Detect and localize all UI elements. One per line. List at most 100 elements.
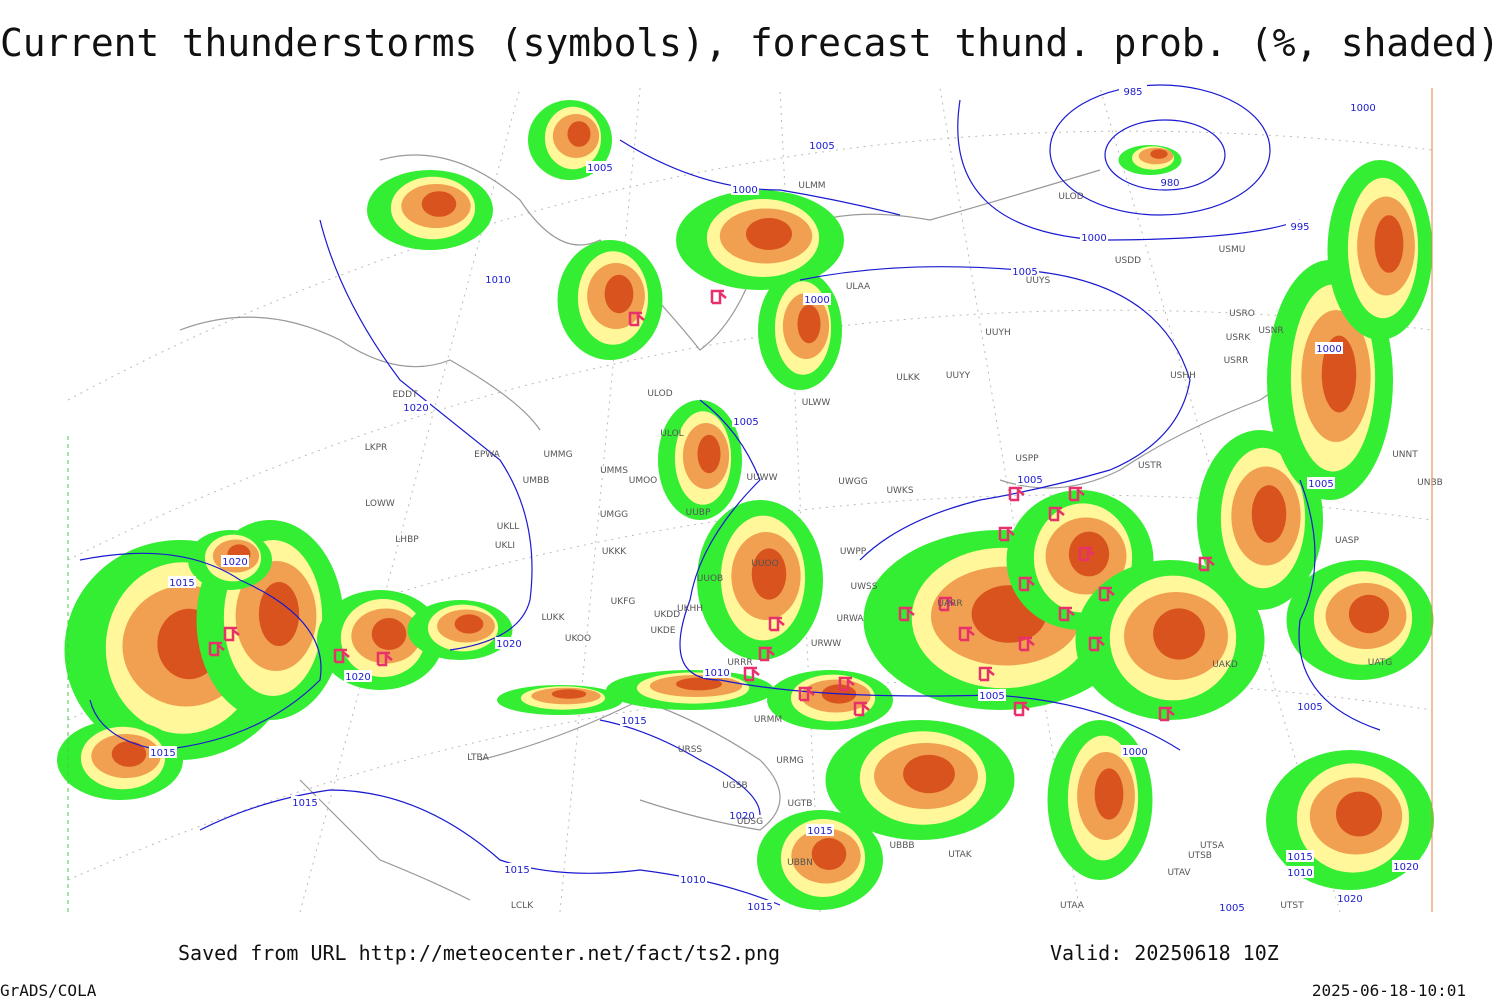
shade-level <box>903 754 955 794</box>
isobar-label-bg <box>978 689 1006 701</box>
station-label: URRR <box>727 658 752 668</box>
shade-level <box>1150 149 1168 159</box>
station-label: LOWW <box>365 499 395 509</box>
isobar <box>1049 84 1271 216</box>
isobar-label: 1005 <box>809 141 834 152</box>
isobar-label-bg <box>728 809 756 821</box>
station-label: ULAA <box>846 282 871 292</box>
thunderstorm-symbols <box>208 289 1215 722</box>
storm-symbol <box>208 641 225 657</box>
station-label: UKHH <box>677 604 703 614</box>
storm-symbol <box>1198 556 1215 572</box>
isobar-label: 1020 <box>496 639 521 650</box>
shade-level <box>1374 215 1404 273</box>
isobar-label-bg <box>620 714 648 726</box>
station-label: UKKK <box>602 547 627 557</box>
isobar <box>619 139 901 216</box>
station-label: LTBA <box>467 753 489 763</box>
probability-shading <box>57 100 1434 910</box>
station-label: USHH <box>1170 371 1196 381</box>
isobar-label: 1000 <box>1122 747 1147 758</box>
station-label: USRR <box>1224 356 1249 366</box>
isobar-label-bg <box>484 273 512 285</box>
station-label: UATG <box>1368 658 1393 668</box>
isobar-label-bg <box>806 824 834 836</box>
isobar-label: 1015 <box>292 798 317 809</box>
station-label: UAKD <box>1212 660 1238 670</box>
storm-symbol <box>743 666 760 682</box>
station-label: UWPP <box>840 547 867 557</box>
station-label: USNR <box>1258 326 1283 336</box>
isobar-label: 1015 <box>747 902 772 913</box>
isobar-label-bg <box>1392 860 1420 872</box>
storm-symbol <box>978 666 995 682</box>
isobar <box>1298 479 1381 731</box>
isobar-label-bg <box>1286 220 1314 232</box>
station-label: UKLL <box>497 522 520 532</box>
station-label: UKDE <box>650 626 675 636</box>
station-label: UTST <box>1280 901 1304 911</box>
shade-level <box>1094 768 1124 820</box>
coastline <box>179 316 541 431</box>
station-label: UUOB <box>697 574 723 584</box>
station-label: EDDT <box>392 390 418 400</box>
station-label: UUBP <box>686 508 711 518</box>
timestamp: 2025-06-18-10:01 <box>1312 981 1466 1000</box>
isobar-label: 1020 <box>729 811 754 822</box>
storm-symbol <box>1068 486 1085 502</box>
isobar-label-bg <box>149 746 177 758</box>
isobar-label: 985 <box>1123 87 1142 98</box>
station-label: UMBB <box>523 476 550 486</box>
isobar-label: 1010 <box>1287 868 1312 879</box>
isobar-label-bg <box>168 576 196 588</box>
isobar-label: 1000 <box>1350 103 1375 114</box>
storm-symbol <box>333 648 350 664</box>
longitude-line <box>559 87 641 913</box>
station-label: UMMG <box>543 450 572 460</box>
isobar-label-bg <box>1011 265 1039 277</box>
isobar-label: 1005 <box>1012 267 1037 278</box>
isobar-label-bg <box>1016 473 1044 485</box>
shade-level <box>604 274 634 314</box>
storm-symbol <box>1048 506 1065 522</box>
station-label: UTSB <box>1188 851 1212 861</box>
latitude-line <box>67 130 1433 401</box>
station-label: UTAA <box>1060 901 1085 911</box>
isobar-label-bg <box>1315 342 1343 354</box>
storm-symbol <box>1013 701 1030 717</box>
station-label: URWA <box>836 614 864 624</box>
isobar-label: 1000 <box>804 295 829 306</box>
isobar-label: 1015 <box>621 716 646 727</box>
shade-level <box>1251 485 1287 543</box>
isobar-label-bg <box>1080 231 1108 243</box>
isobar-label-bg <box>291 796 319 808</box>
storm-symbol <box>998 526 1015 542</box>
storm-symbol <box>853 701 870 717</box>
storm-symbol <box>768 616 785 632</box>
isobar-label: 1020 <box>1337 894 1362 905</box>
isobar-label: 1010 <box>680 875 705 886</box>
coastline <box>379 154 1101 351</box>
isobar-label: 1005 <box>1219 903 1244 914</box>
storm-symbol <box>1018 636 1035 652</box>
station-label: UWGG <box>838 477 867 487</box>
source-url: Saved from URL http://meteocenter.net/fa… <box>178 941 780 965</box>
isobar-label-bg <box>1121 745 1149 757</box>
station-label: UGTB <box>788 799 813 809</box>
latitude-line <box>67 309 1433 561</box>
map: 1005 1005 985 980 1000 995 1000 1010 1000 1000 100… <box>57 84 1443 914</box>
shade-level <box>1335 791 1383 837</box>
station-label: USRO <box>1229 309 1255 319</box>
shade-level <box>697 434 721 474</box>
station-label: UTAK <box>948 850 973 860</box>
station-label: URMG <box>776 756 804 766</box>
storm-symbol <box>1088 636 1105 652</box>
station-label: ULOD <box>1058 192 1083 202</box>
station-label: UARR <box>937 599 962 609</box>
isobar-label: 1020 <box>222 557 247 568</box>
isobar-label-bg <box>1156 176 1184 188</box>
shade-level <box>454 614 484 634</box>
station-label: ULWW <box>802 398 831 408</box>
station-label: URSS <box>678 745 703 755</box>
